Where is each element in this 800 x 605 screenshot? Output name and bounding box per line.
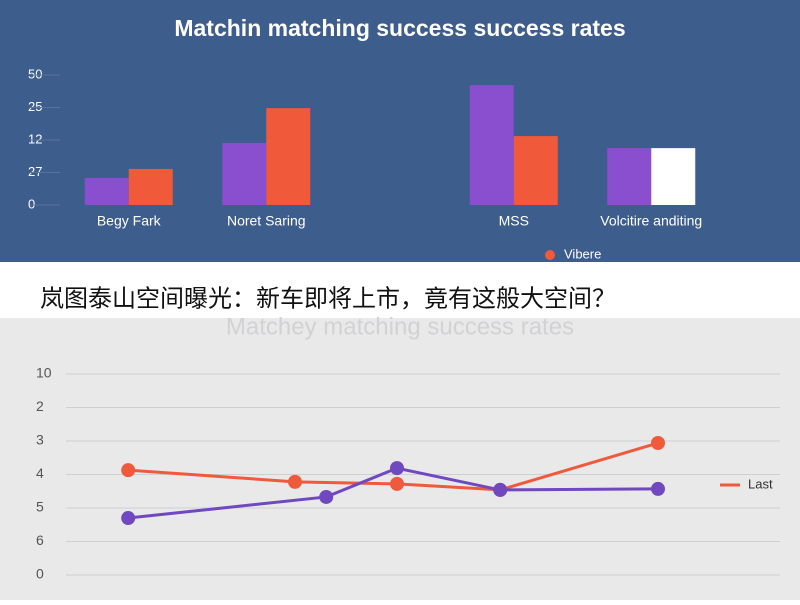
x-tick-label: MSS (499, 213, 529, 229)
x-tick-label: Volcitire anditing (600, 213, 702, 229)
chart-title: Matchin matching success success rates (174, 15, 625, 41)
bottom-panel (0, 318, 800, 600)
legend-marker (545, 250, 555, 260)
point (390, 461, 404, 476)
legend-label: Vibere (564, 246, 601, 261)
caption: 岚图泰山空间曝光：新车即将上市，竟有这般大空间？ (40, 285, 616, 312)
y-tick-label: 3 (36, 432, 44, 448)
bar (651, 148, 696, 205)
y-tick-label: 50 (28, 66, 42, 81)
y-tick-label: 12 (28, 131, 42, 146)
chart-title: Matchey matching success rates (226, 313, 574, 340)
y-tick-label: 4 (36, 465, 44, 481)
point (288, 474, 302, 489)
x-tick-label: Begy Fark (97, 213, 162, 229)
x-tick-label: Noret Saring (227, 213, 306, 229)
bar (128, 168, 173, 205)
bar (607, 148, 652, 205)
point (121, 463, 136, 478)
top-panel (0, 0, 800, 262)
point (651, 436, 665, 451)
point (651, 481, 665, 496)
bar (513, 136, 558, 205)
bar (266, 108, 311, 205)
y-tick-label: 2 (36, 398, 44, 414)
point (390, 476, 404, 491)
bar (222, 142, 267, 205)
y-tick-label: 0 (36, 566, 44, 582)
point (493, 482, 508, 497)
y-tick-label: 27 (28, 164, 42, 179)
bar (469, 85, 514, 205)
caption-band (0, 262, 800, 318)
y-tick-label: 6 (36, 532, 44, 548)
y-tick-label: 25 (28, 99, 42, 114)
bar (84, 178, 129, 205)
point (121, 511, 136, 526)
point (319, 489, 334, 504)
legend-label: Last (748, 476, 773, 491)
y-tick-label: 10 (36, 365, 52, 381)
y-tick-label: 5 (36, 499, 44, 515)
y-tick-label: 0 (28, 196, 35, 211)
